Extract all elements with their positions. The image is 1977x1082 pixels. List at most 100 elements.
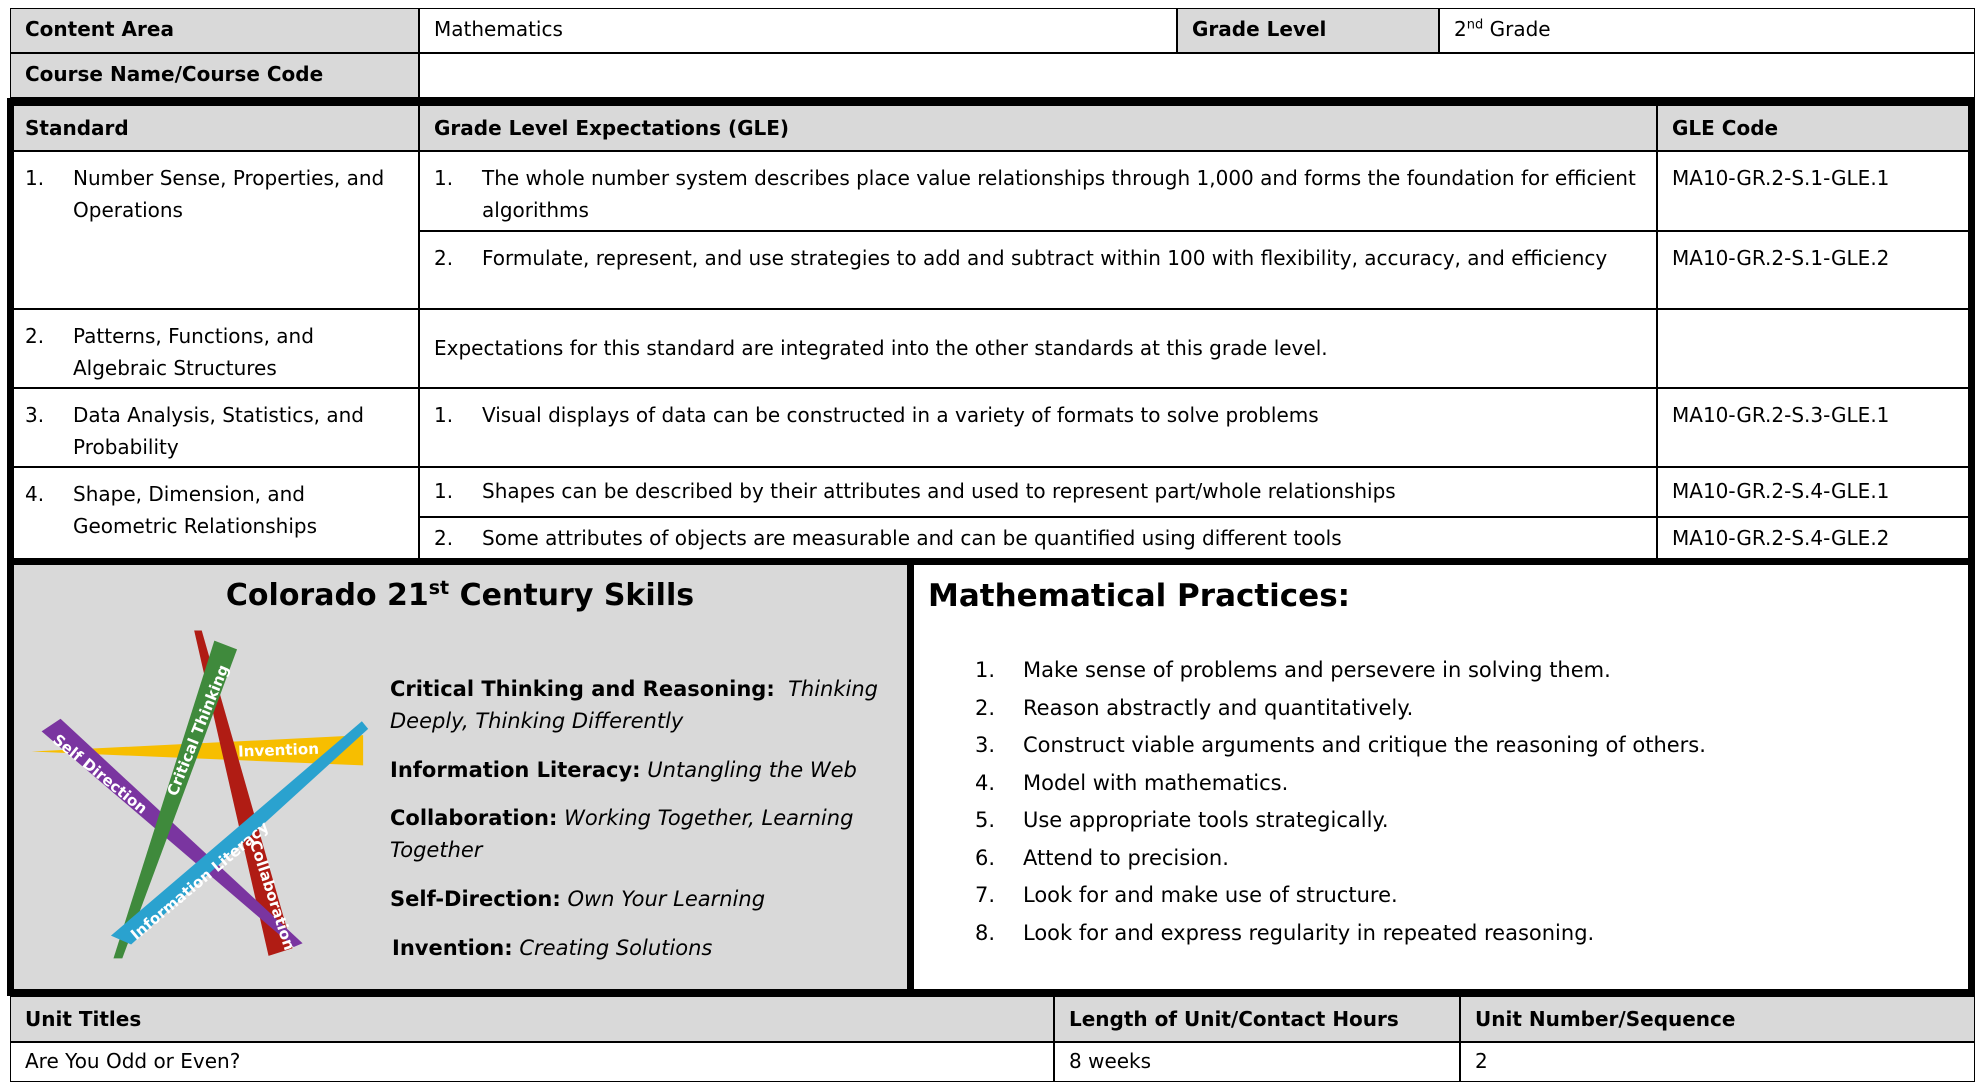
- gle: 1. Shapes can be described by their attri…: [419, 467, 1657, 517]
- skills-title: Colorado 21st Century Skills: [10, 578, 910, 613]
- practices-list: 1. Make sense of problems and persevere i…: [975, 652, 1706, 952]
- practice-text: Reason abstractly and quantitatively.: [1023, 695, 1414, 720]
- unit-cell: Are You Odd or Even?: [10, 1042, 1054, 1082]
- grade-level-label: Grade Level: [1177, 8, 1439, 53]
- standard: 2. Patterns, Functions, and Algebraic Str…: [10, 309, 419, 388]
- skill: Invention: Creating Solutions: [392, 932, 892, 964]
- gle-number: 2.: [434, 526, 454, 550]
- gle-code: MA10-GR.2-S.4-GLE.2: [1657, 517, 1970, 562]
- column-header: Unit Number/Sequence: [1460, 996, 1975, 1042]
- skill: Collaboration: Working Together, Learnin…: [390, 802, 890, 866]
- course-label: Course Name/Course Code: [10, 53, 419, 98]
- skills-title-post: Century Skills: [449, 578, 695, 613]
- gle-text: Formulate, represent, and use strategies…: [482, 246, 1608, 270]
- skills-title-sup: st: [428, 577, 450, 599]
- standard: 1. Number Sense, Properties, and Operatio…: [10, 151, 419, 309]
- stripe-critical-thinking: [113, 640, 238, 959]
- gle-number: 1.: [434, 166, 454, 190]
- practice-text: Use appropriate tools strategically.: [1023, 808, 1389, 832]
- column-header: Length of Unit/Contact Hours: [1054, 996, 1460, 1042]
- skill: Critical Thinking and Reasoning: Thinkin…: [390, 673, 890, 737]
- practice-number: 8.: [975, 920, 996, 945]
- practice-number: 4.: [975, 770, 996, 795]
- skill-desc: Own Your Learning: [567, 887, 766, 911]
- standard-name: Shape, Dimension, and Geometric Relation…: [73, 482, 317, 538]
- practice-number: 7.: [975, 883, 996, 907]
- grade-number: 2: [1454, 17, 1467, 41]
- content-area-label: Content Area: [10, 8, 419, 53]
- practice-text: Model with mathematics.: [1023, 770, 1289, 795]
- practice-text: Construct viable arguments and critique …: [1023, 733, 1706, 757]
- divider: [907, 565, 914, 989]
- practice-number: 3.: [975, 733, 996, 757]
- grade-suffix: nd: [1466, 17, 1484, 33]
- gle-text: Visual displays of data can be construct…: [482, 403, 1319, 427]
- skills-title-pre: Colorado 21: [225, 578, 429, 613]
- practice-text: Make sense of problems and persevere in …: [1023, 658, 1611, 682]
- column-header: GLE Code: [1657, 105, 1970, 151]
- skill-term: Invention:: [392, 936, 513, 960]
- graphic-label: Self Direction: [49, 731, 151, 818]
- gle-number: 1.: [434, 403, 454, 427]
- unit-cell: 8 weeks: [1054, 1042, 1460, 1082]
- content-area: Mathematics: [419, 8, 1177, 53]
- skill-term: Self-Direction:: [390, 887, 561, 911]
- gle-text: Shapes can be described by their attribu…: [482, 479, 1396, 503]
- skill-desc: Creating Solutions: [519, 936, 713, 960]
- graphic-label: Invention: [238, 740, 319, 761]
- stripe-self-direction: [41, 718, 303, 947]
- gle-code: MA10-GR.2-S.4-GLE.1: [1657, 467, 1970, 517]
- gle-code: MA10-GR.2-S.1-GLE.2: [1657, 231, 1970, 309]
- standard: 4. Shape, Dimension, and Geometric Relati…: [10, 467, 419, 562]
- practice: 4. Model with mathematics.: [975, 765, 1706, 803]
- practice-number: 6.: [975, 845, 996, 870]
- practice-number: 5.: [975, 808, 996, 832]
- standard-number: 1.: [25, 166, 45, 190]
- standard-name: Data Analysis, Statistics, and Probabili…: [73, 403, 364, 459]
- gle: 2. Formulate, represent, and use strategi…: [419, 231, 1657, 309]
- column-header: Unit Titles: [10, 996, 1054, 1042]
- standard: 3. Data Analysis, Statistics, and Probabi…: [10, 388, 419, 467]
- course-value: [419, 53, 1975, 98]
- standard-number: 2.: [25, 324, 45, 348]
- practice: 5. Use appropriate tools strategically.: [975, 802, 1706, 840]
- practice: 7. Look for and make use of structure.: [975, 877, 1706, 915]
- practice-number: 2.: [975, 695, 996, 720]
- gle-number: 2.: [434, 246, 454, 270]
- column-header: Standard: [10, 105, 419, 151]
- skill-term: Information Literacy:: [390, 758, 641, 782]
- gle-number: 1.: [434, 479, 454, 503]
- skill-term: Critical Thinking and Reasoning:: [390, 677, 775, 701]
- practice: 1. Make sense of problems and persevere i…: [975, 652, 1706, 690]
- standard-number: 4.: [25, 482, 45, 506]
- skill-desc: Thinking Deeply, Thinking Differently: [390, 677, 878, 733]
- skill: Self-Direction: Own Your Learning: [390, 883, 890, 915]
- gle: 1. The whole number system describes plac…: [419, 151, 1657, 231]
- standard-number: 3.: [25, 403, 45, 427]
- stripe-collaboration: [194, 630, 293, 956]
- gle-text: Some attributes of objects are measurabl…: [482, 526, 1342, 550]
- skill-desc: Untangling the Web: [647, 758, 857, 782]
- gle-text: The whole number system describes place …: [482, 166, 1636, 222]
- practice: 6. Attend to precision.: [975, 840, 1706, 878]
- grade-word: Grade: [1489, 17, 1551, 41]
- practice-text: Look for and make use of structure.: [1023, 883, 1398, 907]
- gle-code: MA10-GR.2-S.1-GLE.1: [1657, 151, 1970, 231]
- skills-panel: [10, 565, 910, 989]
- standard-name: Patterns, Functions, and Algebraic Struc…: [73, 324, 314, 380]
- practice-text: Attend to precision.: [1023, 845, 1229, 870]
- practices-title: Mathematical Practices:: [928, 578, 1351, 614]
- practice: 2. Reason abstractly and quantitatively.: [975, 690, 1706, 728]
- column-header: Grade Level Expectations (GLE): [419, 105, 1657, 151]
- gle: 2. Some attributes of objects are measura…: [419, 517, 1657, 562]
- skill: Information Literacy: Untangling the Web: [390, 754, 890, 786]
- skill-desc: Working Together, Learning Together: [390, 806, 854, 862]
- gle-note: Expectations for this standard are integ…: [419, 309, 1657, 388]
- practice-number: 1.: [975, 658, 996, 682]
- gle: 1. Visual displays of data can be constru…: [419, 388, 1657, 467]
- gle-code: MA10-GR.2-S.3-GLE.1: [1657, 388, 1970, 467]
- practice-text: Look for and express regularity in repea…: [1023, 920, 1595, 945]
- standard-name: Number Sense, Properties, and Operations: [73, 166, 385, 222]
